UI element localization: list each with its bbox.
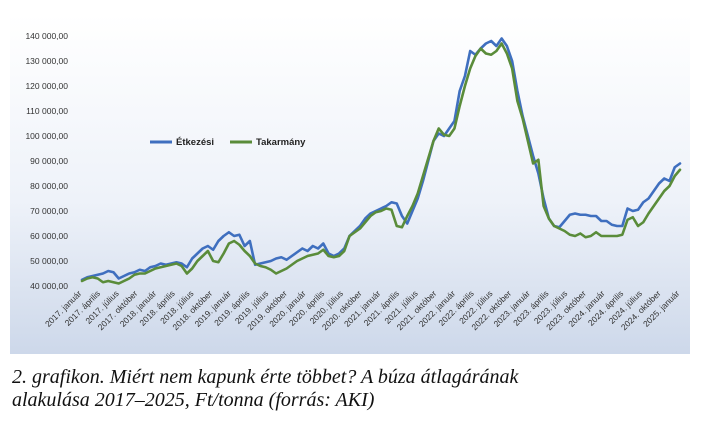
y-tick-label: 110 000,00 xyxy=(26,106,68,116)
chart-background xyxy=(10,14,690,354)
caption-line-2: alakulása 2017–2025, Ft/tonna (forrás: A… xyxy=(12,389,375,411)
series-layer xyxy=(80,37,682,285)
y-tick-label: 120 000,00 xyxy=(25,81,68,91)
legend-label-etkezesi: Étkezési xyxy=(176,137,214,148)
wheat-price-chart: 40 000,00 50 000,00 60 000,00 70 000,00 80 0… xyxy=(10,14,690,354)
series-line-etkezesi xyxy=(80,37,682,282)
y-tick-label: 50 000,00 xyxy=(30,256,68,266)
y-tick-label: 100 000,00 xyxy=(25,131,68,141)
y-tick-label: 140 000,00 xyxy=(25,31,68,41)
y-axis: 40 000,00 50 000,00 60 000,00 70 000,00 80 0… xyxy=(25,31,68,291)
y-tick-label: 60 000,00 xyxy=(30,231,68,241)
y-tick-label: 70 000,00 xyxy=(30,206,68,216)
chart-canvas: 40 000,00 50 000,00 60 000,00 70 000,00 80 0… xyxy=(10,14,690,354)
series-line-takarmany xyxy=(80,42,682,285)
y-tick-label: 80 000,00 xyxy=(30,181,68,191)
legend: Étkezési Takarmány xyxy=(150,137,306,148)
caption-line-1: 2. grafikon. Miért nem kapunk érte többe… xyxy=(12,366,519,388)
y-tick-label: 90 000,00 xyxy=(30,156,68,166)
y-tick-label: 40 000,00 xyxy=(30,281,68,291)
y-tick-label: 130 000,00 xyxy=(25,56,68,66)
legend-label-takarmany: Takarmány xyxy=(256,137,306,148)
figure-caption: 2. grafikon. Miért nem kapunk érte többe… xyxy=(12,366,702,412)
